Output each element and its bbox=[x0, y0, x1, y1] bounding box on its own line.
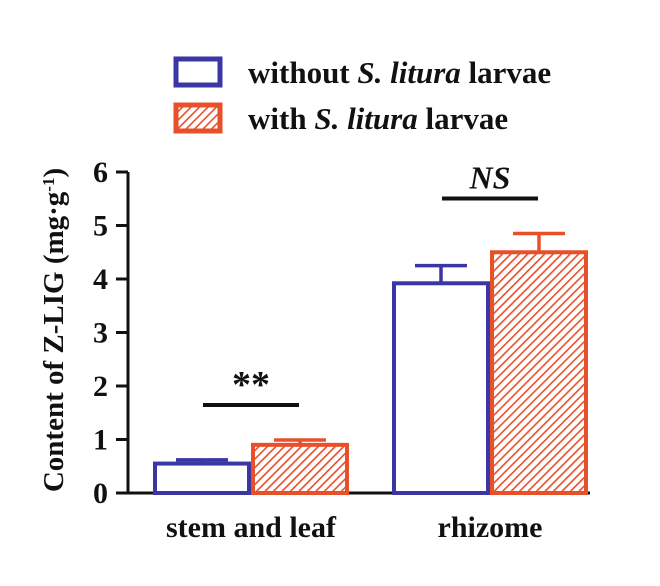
bar-without-rhizome bbox=[392, 281, 490, 495]
legend-swatch-without bbox=[173, 56, 223, 88]
y-tick-label: 3 bbox=[93, 317, 108, 350]
y-axis-label: Content of Z-LIG (mg·g-1) bbox=[38, 168, 70, 492]
y-tick-label: 6 bbox=[93, 156, 108, 189]
y-tick-label: 1 bbox=[93, 424, 108, 457]
legend-label-without-prefix: without bbox=[248, 55, 357, 90]
y-tick-label: 5 bbox=[93, 210, 108, 243]
svg-text:with S. litura larvae: with S. litura larvae bbox=[248, 101, 508, 136]
legend-label-without-suffix: larvae bbox=[461, 55, 551, 90]
legend: without S. litura larvae with S. litura … bbox=[173, 55, 551, 136]
legend-label-with-suffix: larvae bbox=[418, 101, 508, 136]
bar-with-rhizome bbox=[490, 250, 588, 495]
bar-without-stem-and-leaf bbox=[153, 461, 251, 496]
legend-label-without-species: S. litura bbox=[357, 55, 460, 90]
bar-with-stem-and-leaf bbox=[251, 442, 349, 496]
legend-swatch-with bbox=[173, 102, 223, 134]
legend-label-with-species: S. litura bbox=[314, 101, 417, 136]
x-tick-label: rhizome bbox=[438, 511, 543, 544]
x-tick-label: stem and leaf bbox=[166, 511, 337, 544]
y-tick-label: 4 bbox=[93, 263, 108, 296]
y-tick-label: 2 bbox=[93, 370, 108, 403]
y-axis-label-main: Content of Z-LIG (mg·g bbox=[38, 191, 70, 492]
y-axis-label-close: ) bbox=[38, 168, 70, 178]
y-tick-label: 0 bbox=[93, 477, 108, 510]
significance-label: NS bbox=[469, 160, 511, 196]
svg-text:without S. litura larvae: without S. litura larvae bbox=[248, 55, 551, 90]
legend-label-with-prefix: with bbox=[248, 101, 314, 136]
legend-item-without: without S. litura larvae bbox=[173, 55, 551, 90]
y-axis-label-sup: -1 bbox=[39, 178, 58, 192]
legend-item-with: with S. litura larvae bbox=[173, 101, 508, 136]
significance-label: ** bbox=[232, 364, 270, 406]
